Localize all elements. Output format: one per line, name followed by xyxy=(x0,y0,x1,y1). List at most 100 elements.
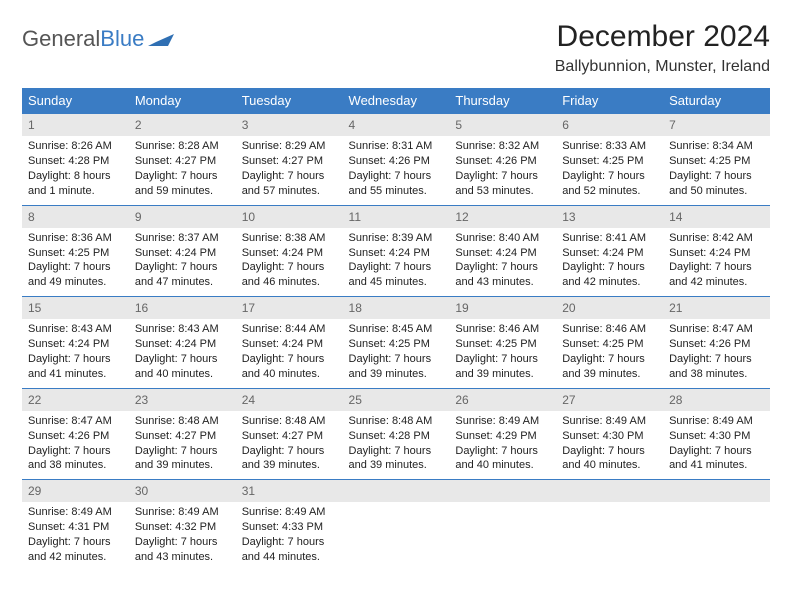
sunset-text: Sunset: 4:25 PM xyxy=(562,154,657,169)
sunset-text: Sunset: 4:24 PM xyxy=(242,246,337,261)
day-body: Sunrise: 8:38 AMSunset: 4:24 PMDaylight:… xyxy=(236,228,343,296)
day-number: 24 xyxy=(236,388,343,411)
calendar-day-cell: 25Sunrise: 8:48 AMSunset: 4:28 PMDayligh… xyxy=(343,388,450,480)
day-number: 19 xyxy=(449,296,556,319)
day-body: Sunrise: 8:33 AMSunset: 4:25 PMDaylight:… xyxy=(556,136,663,204)
day-number: 11 xyxy=(343,205,450,228)
day-body xyxy=(449,502,556,552)
day-number: 7 xyxy=(663,113,770,136)
day-number: 4 xyxy=(343,113,450,136)
sunset-text: Sunset: 4:28 PM xyxy=(349,429,444,444)
sunset-text: Sunset: 4:27 PM xyxy=(242,154,337,169)
daylight-text: Daylight: 7 hours and 38 minutes. xyxy=(28,444,123,474)
day-number: 16 xyxy=(129,296,236,319)
sunrise-text: Sunrise: 8:46 AM xyxy=(562,322,657,337)
sunset-text: Sunset: 4:31 PM xyxy=(28,520,123,535)
sunset-text: Sunset: 4:26 PM xyxy=(669,337,764,352)
sunset-text: Sunset: 4:32 PM xyxy=(135,520,230,535)
day-number: 26 xyxy=(449,388,556,411)
calendar-day-cell: 29Sunrise: 8:49 AMSunset: 4:31 PMDayligh… xyxy=(22,479,129,571)
calendar-day-cell: 1Sunrise: 8:26 AMSunset: 4:28 PMDaylight… xyxy=(22,113,129,205)
day-body xyxy=(556,502,663,552)
sunset-text: Sunset: 4:24 PM xyxy=(455,246,550,261)
daylight-text: Daylight: 8 hours and 1 minute. xyxy=(28,169,123,199)
sunrise-text: Sunrise: 8:43 AM xyxy=(28,322,123,337)
sunrise-text: Sunrise: 8:43 AM xyxy=(135,322,230,337)
daylight-text: Daylight: 7 hours and 39 minutes. xyxy=(135,444,230,474)
daylight-text: Daylight: 7 hours and 40 minutes. xyxy=(562,444,657,474)
sunset-text: Sunset: 4:25 PM xyxy=(669,154,764,169)
daylight-text: Daylight: 7 hours and 45 minutes. xyxy=(349,260,444,290)
sunrise-text: Sunrise: 8:28 AM xyxy=(135,139,230,154)
day-body: Sunrise: 8:28 AMSunset: 4:27 PMDaylight:… xyxy=(129,136,236,204)
calendar-day-cell: 3Sunrise: 8:29 AMSunset: 4:27 PMDaylight… xyxy=(236,113,343,205)
calendar-day-cell: 22Sunrise: 8:47 AMSunset: 4:26 PMDayligh… xyxy=(22,388,129,480)
daylight-text: Daylight: 7 hours and 38 minutes. xyxy=(669,352,764,382)
calendar-day-cell xyxy=(556,479,663,571)
calendar-day-cell: 19 Sunrise: 8:46 AMSunset: 4:25 PMDayligh… xyxy=(449,296,556,388)
calendar-day-cell: 8Sunrise: 8:36 AMSunset: 4:25 PMDaylight… xyxy=(22,205,129,297)
day-number: 1 xyxy=(22,113,129,136)
day-body: Sunrise: 8:43 AMSunset: 4:24 PMDaylight:… xyxy=(129,319,236,387)
sunrise-text: Sunrise: 8:48 AM xyxy=(242,414,337,429)
day-body: Sunrise: 8:49 AMSunset: 4:30 PMDaylight:… xyxy=(663,411,770,479)
day-body xyxy=(343,502,450,552)
sunset-text: Sunset: 4:25 PM xyxy=(349,337,444,352)
day-body: Sunrise: 8:49 AMSunset: 4:32 PMDaylight:… xyxy=(129,502,236,570)
calendar-day-cell xyxy=(663,479,770,571)
daylight-text: Daylight: 7 hours and 40 minutes. xyxy=(242,352,337,382)
daylight-text: Daylight: 7 hours and 39 minutes. xyxy=(242,444,337,474)
sunrise-text: Sunrise: 8:46 AM xyxy=(455,322,550,337)
day-body: Sunrise: 8:39 AMSunset: 4:24 PMDaylight:… xyxy=(343,228,450,296)
calendar-day-cell: 7 Sunrise: 8:34 AMSunset: 4:25 PMDaylight… xyxy=(663,113,770,205)
daylight-text: Daylight: 7 hours and 55 minutes. xyxy=(349,169,444,199)
day-number: 14 xyxy=(663,205,770,228)
sunrise-text: Sunrise: 8:49 AM xyxy=(135,505,230,520)
day-number: 31 xyxy=(236,479,343,502)
day-body: Sunrise: 8:45 AMSunset: 4:25 PMDaylight:… xyxy=(343,319,450,387)
daylight-text: Daylight: 7 hours and 49 minutes. xyxy=(28,260,123,290)
sunset-text: Sunset: 4:24 PM xyxy=(28,337,123,352)
calendar-day-cell: 13Sunrise: 8:41 AMSunset: 4:24 PMDayligh… xyxy=(556,205,663,297)
calendar-day-cell: 17Sunrise: 8:44 AMSunset: 4:24 PMDayligh… xyxy=(236,296,343,388)
daylight-text: Daylight: 7 hours and 47 minutes. xyxy=(135,260,230,290)
day-body: Sunrise: 8:48 AMSunset: 4:27 PMDaylight:… xyxy=(236,411,343,479)
sunset-text: Sunset: 4:24 PM xyxy=(135,246,230,261)
sunrise-text: Sunrise: 8:49 AM xyxy=(242,505,337,520)
calendar-day-cell: 9Sunrise: 8:37 AMSunset: 4:24 PMDaylight… xyxy=(129,205,236,297)
daylight-text: Daylight: 7 hours and 59 minutes. xyxy=(135,169,230,199)
sunrise-text: Sunrise: 8:39 AM xyxy=(349,231,444,246)
daylight-text: Daylight: 7 hours and 41 minutes. xyxy=(669,444,764,474)
calendar-day-cell: 14Sunrise: 8:42 AMSunset: 4:24 PMDayligh… xyxy=(663,205,770,297)
sunset-text: Sunset: 4:30 PM xyxy=(669,429,764,444)
sunrise-text: Sunrise: 8:34 AM xyxy=(669,139,764,154)
calendar-day-cell: 12Sunrise: 8:40 AMSunset: 4:24 PMDayligh… xyxy=(449,205,556,297)
sunrise-text: Sunrise: 8:44 AM xyxy=(242,322,337,337)
calendar-day-cell xyxy=(449,479,556,571)
sunset-text: Sunset: 4:27 PM xyxy=(135,429,230,444)
sunrise-text: Sunrise: 8:31 AM xyxy=(349,139,444,154)
calendar-day-cell: 16Sunrise: 8:43 AMSunset: 4:24 PMDayligh… xyxy=(129,296,236,388)
sunset-text: Sunset: 4:24 PM xyxy=(669,246,764,261)
day-number: 18 xyxy=(343,296,450,319)
day-body xyxy=(663,502,770,552)
day-body: Sunrise: 8:49 AMSunset: 4:33 PMDaylight:… xyxy=(236,502,343,570)
day-number xyxy=(556,479,663,502)
day-number: 25 xyxy=(343,388,450,411)
daylight-text: Daylight: 7 hours and 46 minutes. xyxy=(242,260,337,290)
calendar-week-row: 29Sunrise: 8:49 AMSunset: 4:31 PMDayligh… xyxy=(22,479,770,571)
day-body: Sunrise: 8:44 AMSunset: 4:24 PMDaylight:… xyxy=(236,319,343,387)
sunset-text: Sunset: 4:26 PM xyxy=(349,154,444,169)
sunrise-text: Sunrise: 8:26 AM xyxy=(28,139,123,154)
calendar-day-cell: 2Sunrise: 8:28 AMSunset: 4:27 PMDaylight… xyxy=(129,113,236,205)
day-number: 21 xyxy=(663,296,770,319)
weekday-header: Friday xyxy=(556,88,663,113)
day-number: 9 xyxy=(129,205,236,228)
daylight-text: Daylight: 7 hours and 40 minutes. xyxy=(455,444,550,474)
daylight-text: Daylight: 7 hours and 42 minutes. xyxy=(28,535,123,565)
sunset-text: Sunset: 4:25 PM xyxy=(28,246,123,261)
daylight-text: Daylight: 7 hours and 42 minutes. xyxy=(562,260,657,290)
daylight-text: Daylight: 7 hours and 50 minutes. xyxy=(669,169,764,199)
daylight-text: Daylight: 7 hours and 39 minutes. xyxy=(455,352,550,382)
sunset-text: Sunset: 4:25 PM xyxy=(455,337,550,352)
